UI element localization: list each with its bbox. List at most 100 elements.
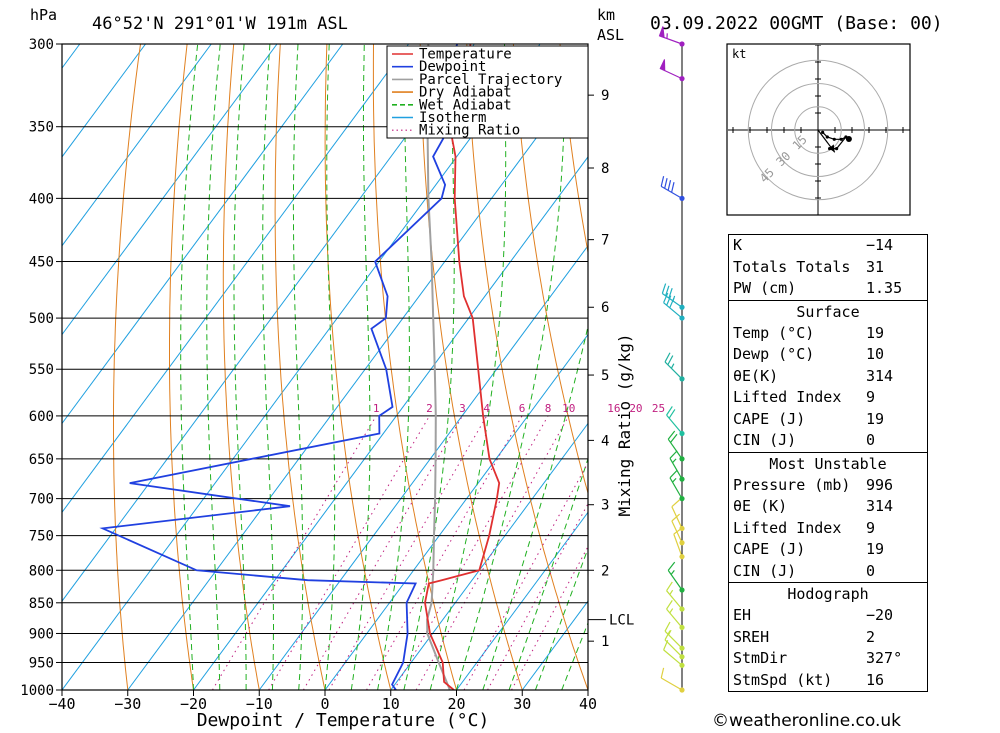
most-unstable-title: Most Unstable: [769, 454, 887, 473]
isotherm-line: [62, 44, 146, 158]
km-tick-label: 9: [601, 88, 609, 104]
most-unstable-value: 19: [866, 540, 885, 558]
surface-label: Lifted Index: [733, 388, 842, 406]
wind-barb-dot: [679, 41, 685, 47]
km-tick-label: 1: [601, 634, 609, 650]
index-value: 31: [866, 257, 885, 276]
legend-item: Wet Adiabat: [419, 97, 512, 113]
legend-item: Dewpoint: [419, 59, 486, 75]
wind-barb-half-feather: [672, 477, 677, 483]
series-dewpoint: [99, 44, 459, 690]
isotherm-line: [390, 422, 588, 690]
mixing-ratio-label: 3: [459, 402, 466, 415]
mixing-ratio-line: [211, 415, 377, 690]
forecast-datetime: 03.09.2022 00GMT (Base: 00): [650, 13, 943, 34]
wind-barb: [661, 283, 685, 310]
km-tick-label: 2: [601, 563, 609, 579]
wind-barb-feather: [669, 469, 678, 479]
hodograph-point: [835, 147, 839, 151]
most-unstable-row: Pressure (mb) 996: [729, 475, 927, 497]
legend-item: Dry Adiabat: [419, 85, 512, 101]
surface-rows: Temp (°C) 19 Dewp (°C) 10 θE(K) 314 Lifted Ind…: [729, 323, 927, 452]
dry-adiabat-line: [274, 44, 326, 690]
series-temperature: [424, 44, 501, 690]
hodograph-title: Hodograph: [787, 585, 869, 603]
surface-row: θE(K) 314: [729, 366, 927, 388]
isotherm-line: [62, 44, 541, 690]
wind-barb-shaft: [661, 292, 683, 308]
wind-barb: [659, 59, 685, 82]
index-label: K: [733, 236, 743, 254]
y-tick-label: 850: [29, 596, 54, 612]
altitude-unit-label: km: [597, 6, 615, 24]
legend-box: [386, 45, 589, 139]
wind-barb-dot: [679, 315, 685, 321]
index-label: PW (cm): [733, 279, 797, 297]
x-tick-label: −20: [180, 695, 207, 713]
mixing-ratio-label: 20: [629, 402, 642, 415]
wind-barb: [663, 292, 685, 321]
wind-barb: [666, 406, 685, 437]
y-tick-label: 350: [29, 120, 54, 136]
mixing-ratio-label: 1: [373, 402, 380, 415]
wind-barb-shaft: [664, 630, 683, 649]
x-tick-label: 30: [513, 695, 531, 713]
axes: 3003504004505005506006507007508008509009…: [20, 37, 634, 713]
wind-barbs: [658, 26, 685, 693]
wet-adiabat-line: [456, 44, 567, 690]
isobar-lines: [62, 44, 588, 690]
wind-barb-feather: [664, 352, 671, 363]
surface-section: Surface Temp (°C) 19 Dewp (°C) 10 θE(K) 314 Li…: [729, 299, 927, 452]
isotherm-line: [62, 44, 278, 336]
wind-barb-feather: [664, 621, 671, 632]
most-unstable-row: CIN (J) 0: [729, 561, 927, 583]
km-tick-label: 4: [601, 433, 609, 449]
wind-barb-dot: [679, 687, 685, 693]
lcl-label: LCL: [609, 613, 634, 629]
wind-barb-feather: [669, 450, 678, 459]
wind-barb-shaft: [671, 506, 683, 529]
wind-barb-half-feather: [670, 569, 675, 575]
wind-barb-feather: [661, 283, 667, 294]
km-tick-label: 5: [601, 368, 609, 384]
x-tick-label: 40: [579, 695, 597, 713]
y-tick-label: 950: [29, 655, 54, 671]
wet-adiabat-line: [534, 547, 588, 690]
surface-label: Dewp (°C): [733, 345, 815, 363]
isotherm-line: [456, 511, 588, 690]
legend-item: Parcel Trajectory: [419, 72, 562, 88]
surface-label: CAPE (J): [733, 409, 806, 428]
wind-barb-shaft: [664, 639, 683, 658]
most-unstable-label: θE (K): [733, 497, 788, 515]
mixing-ratio-line: [463, 461, 588, 690]
storm-motion-arrowhead: [828, 144, 835, 153]
plot-area: [62, 44, 1000, 690]
dry-adiabat-line: [933, 44, 1000, 690]
wet-adiabat-line: [206, 44, 221, 690]
wet-adiabat-line: [262, 44, 274, 690]
y-tick-label: 300: [29, 37, 54, 53]
index-row: K −14: [729, 235, 927, 257]
wind-barb: [667, 561, 685, 593]
dry-adiabat-line: [222, 44, 260, 690]
hodograph-stat-row: StmDir 327°: [729, 648, 927, 670]
wind-barb: [666, 581, 685, 612]
wind-barb-dot: [679, 304, 685, 310]
wind-barb-dot: [679, 606, 685, 612]
y-tick-label: 550: [29, 362, 54, 378]
wind-barb-dot: [679, 624, 685, 631]
wind-barb-half-feather: [668, 629, 672, 636]
wind-barb: [663, 640, 685, 668]
dry-adiabat-line: [466, 44, 588, 690]
y-tick-label: 800: [29, 563, 54, 579]
mixing-ratio-line: [302, 415, 463, 690]
wind-barb-feather: [668, 287, 673, 299]
hodograph-point: [821, 130, 825, 134]
wind-barb-shaft: [663, 302, 683, 319]
most-unstable-value: 0: [866, 561, 876, 580]
wind-barb-feather: [663, 640, 669, 651]
x-tick-label: −10: [246, 695, 273, 713]
wind-barb-shaft: [673, 533, 683, 557]
